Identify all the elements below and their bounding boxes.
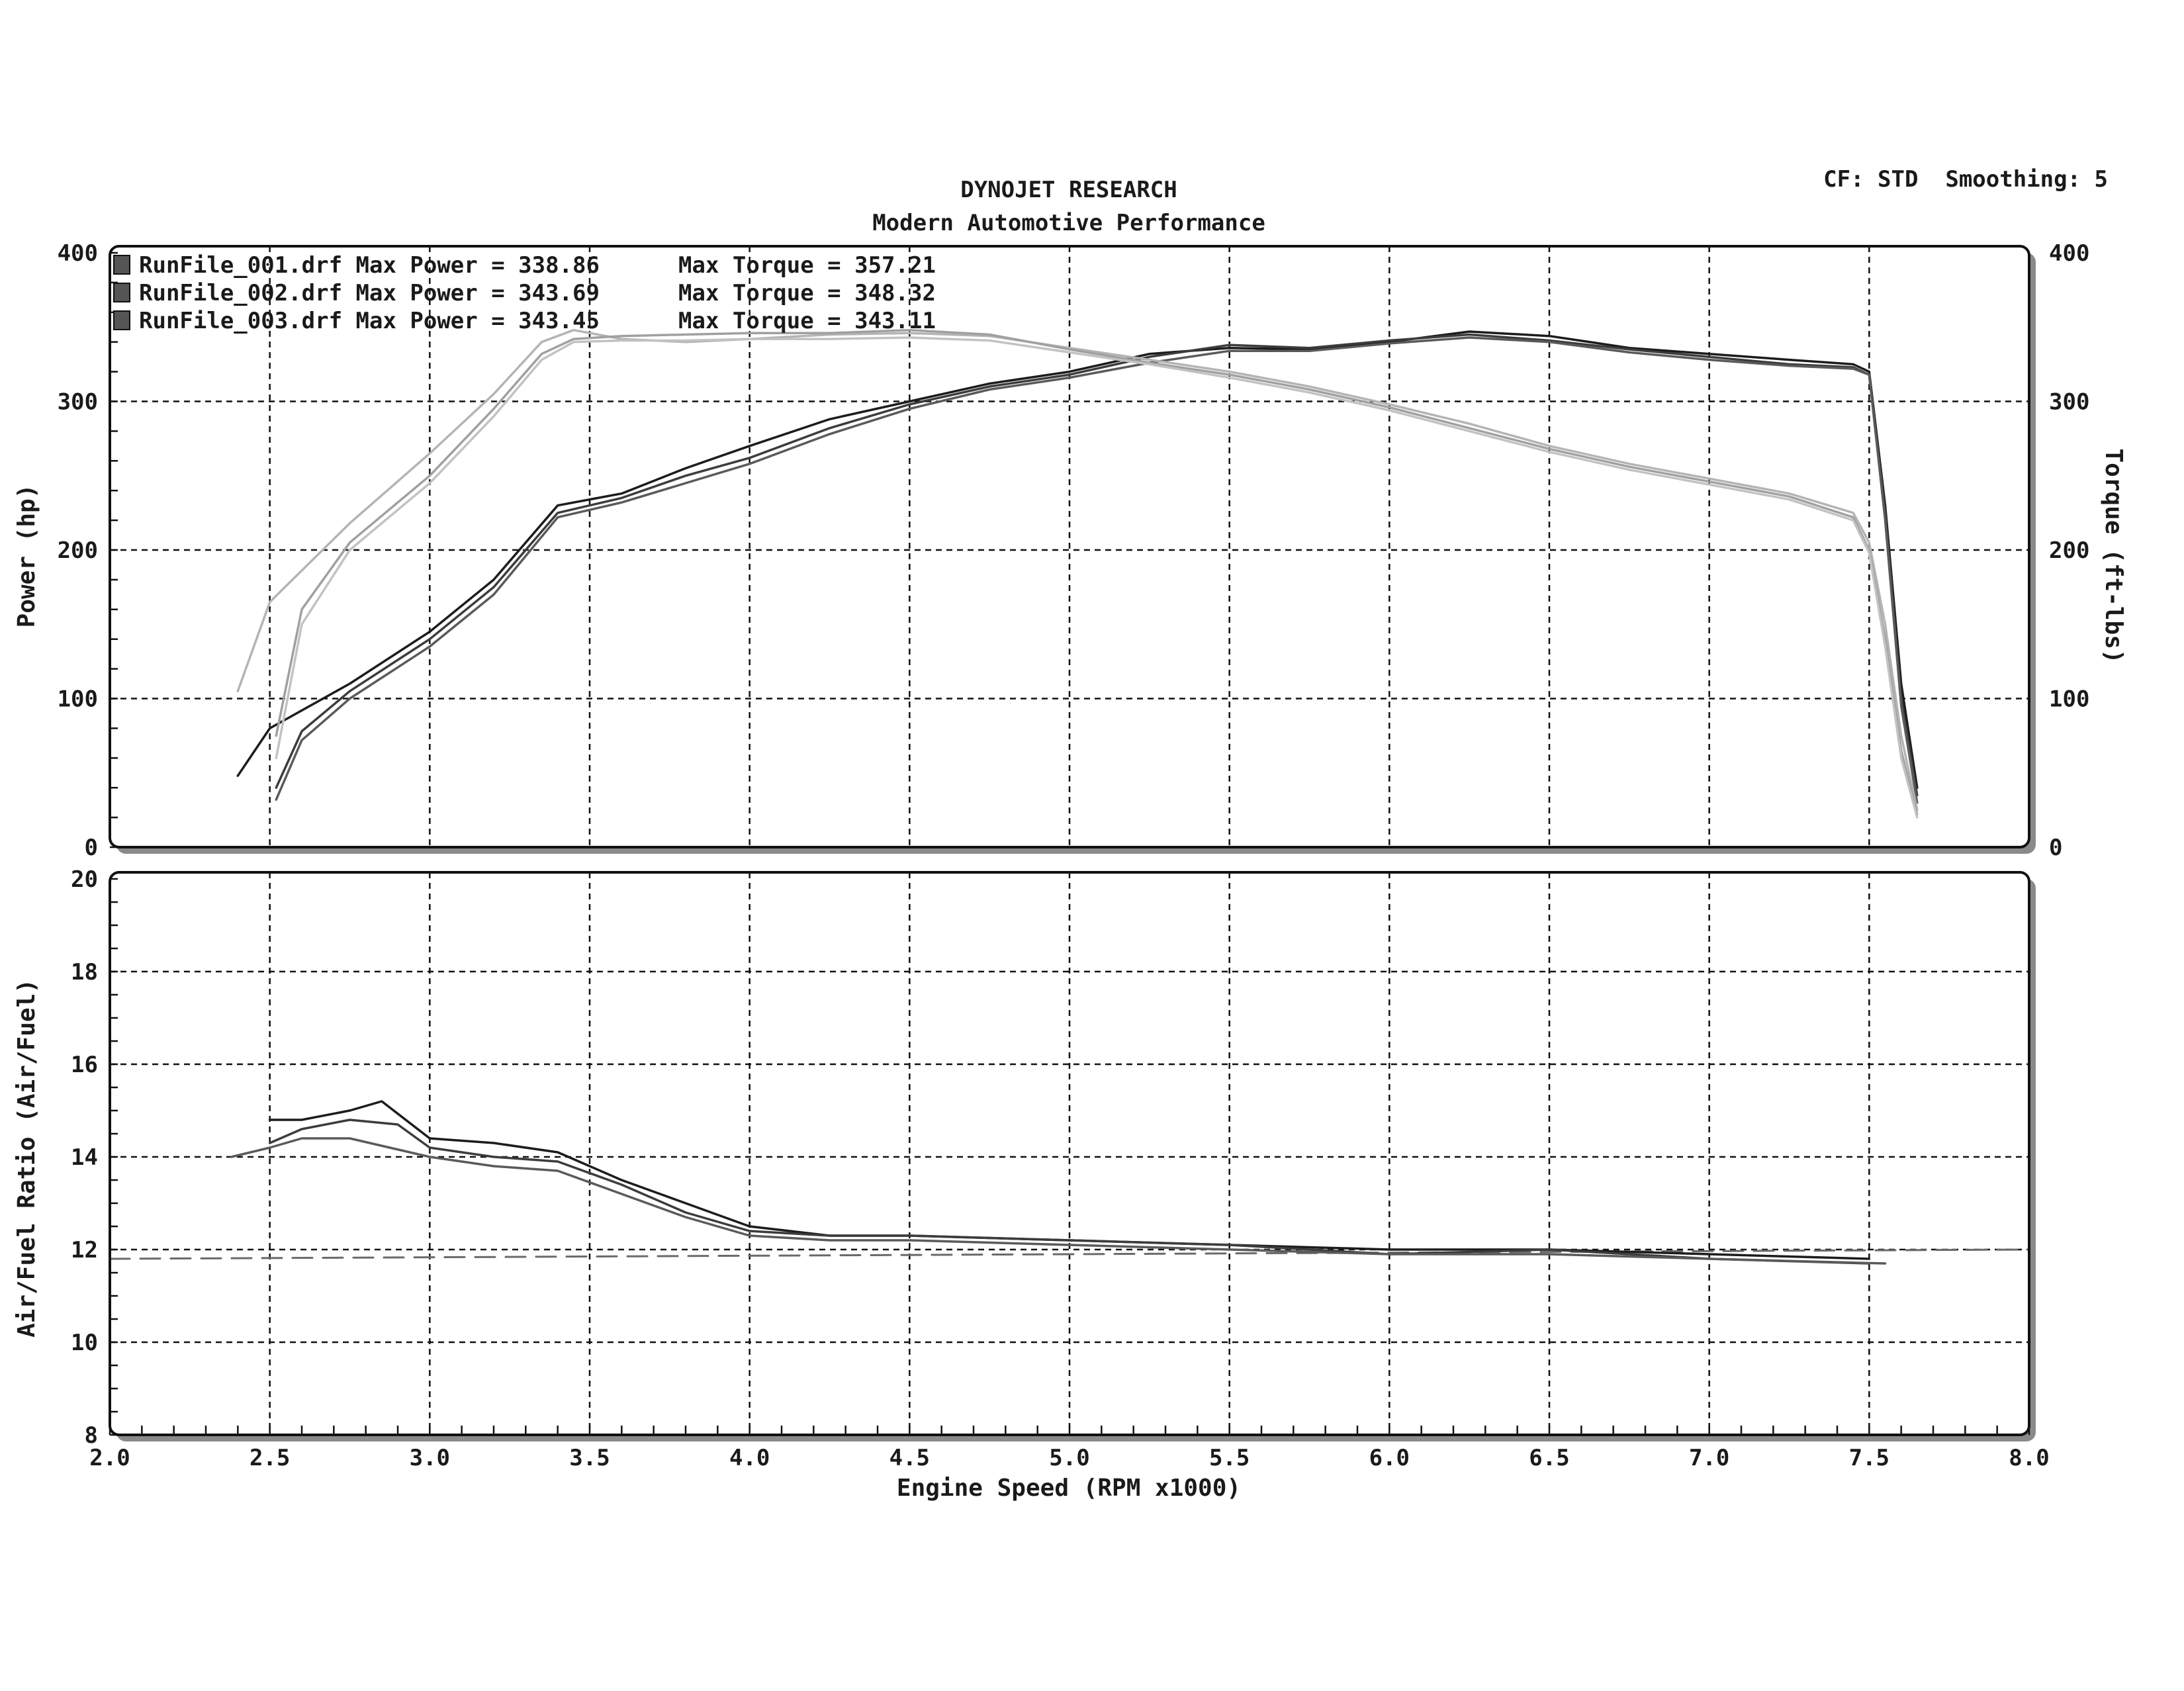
x-tick-label: 7.5 — [1849, 1445, 1889, 1471]
legend-label: RunFile_003.drf Max Power = 343.45 — [139, 308, 600, 334]
x-tick-label: 8.0 — [2009, 1445, 2049, 1471]
x-tick-label: 5.5 — [1209, 1445, 1250, 1471]
legend-swatch — [113, 310, 130, 330]
torque-tick-label: 400 — [2049, 240, 2089, 267]
legend-torque: Max Torque = 343.11 — [678, 308, 936, 334]
power-axis-label: Power (hp) — [13, 484, 40, 628]
legend-torque: Max Torque = 357.21 — [678, 252, 936, 279]
tick-labels: 2.0 2.5 3.0 3.5 4.0 4.5 5.0 5.5 6.0 6.5 7.0 7.5 8.0 0… — [58, 240, 2090, 1471]
torque-tick-label: 100 — [2049, 686, 2089, 713]
afr-line-runfile-001-drf — [268, 1100, 1871, 1260]
afr-tick-label: 8 — [85, 1422, 98, 1449]
power-line-runfile-001-drf — [236, 330, 1919, 789]
power-tick-label: 400 — [58, 240, 98, 267]
legend-swatch — [113, 283, 130, 302]
x-tick-label: 3.5 — [569, 1445, 610, 1471]
power-line-runfile-002-drf — [275, 333, 1919, 797]
x-tick-label: 2.5 — [250, 1445, 290, 1471]
x-tick-label: 3.0 — [410, 1445, 450, 1471]
power-tick-label: 200 — [58, 537, 98, 564]
power-tick-label: 300 — [58, 389, 98, 416]
power-tick-label: 0 — [85, 835, 98, 861]
x-tick-label: 6.5 — [1529, 1445, 1569, 1471]
chart-title: DYNOJET RESEARCH — [960, 177, 1177, 203]
legend-label: RunFile_002.drf Max Power = 343.69 — [139, 280, 600, 306]
afr-axis-label: Air/Fuel Ratio (Air/Fuel) — [13, 979, 40, 1338]
legend: RunFile_001.drf Max Power = 338.86 Max T… — [113, 252, 936, 334]
afr-tick-label: 10 — [71, 1330, 98, 1356]
torque-line-runfile-001-drf — [236, 328, 1919, 811]
power-panel-frame — [109, 245, 2030, 848]
x-tick-label: 7.0 — [1689, 1445, 1729, 1471]
torque-line-runfile-002-drf — [275, 328, 1919, 816]
legend-label: RunFile_001.drf Max Power = 338.86 — [139, 252, 600, 279]
torque-tick-label: 0 — [2049, 835, 2062, 861]
torque-line-runfile-003-drf — [275, 336, 1919, 819]
target-layer — [109, 1248, 2030, 1260]
afr-tick-label: 20 — [71, 866, 98, 893]
x-tick-label: 2.0 — [89, 1445, 130, 1471]
afr-tick-label: 12 — [71, 1237, 98, 1263]
afr-tick-label: 14 — [71, 1144, 98, 1171]
afr-tick-label: 16 — [71, 1052, 98, 1078]
torque-tick-label: 200 — [2049, 537, 2089, 564]
afr-tick-label: 18 — [71, 959, 98, 985]
chart-subtitle: Modern Automotive Performance — [872, 210, 1265, 236]
torque-tick-label: 300 — [2049, 389, 2089, 416]
afr-target-line — [109, 1248, 2030, 1260]
x-axis-label: Engine Speed (RPM x1000) — [897, 1475, 1241, 1502]
minor-ticks — [109, 251, 2030, 1436]
power-tick-label: 100 — [58, 686, 98, 713]
x-tick-label: 4.5 — [889, 1445, 930, 1471]
x-tick-label: 5.0 — [1049, 1445, 1089, 1471]
settings-text: CF: STD Smoothing: 5 — [1823, 166, 2108, 193]
legend-torque: Max Torque = 348.32 — [678, 280, 936, 306]
afr-line-runfile-003-drf — [230, 1137, 1887, 1265]
grid-layer — [110, 246, 2029, 1435]
x-tick-label: 4.0 — [729, 1445, 770, 1471]
torque-axis-label: Torque (ft-lbs) — [2100, 448, 2127, 663]
legend-swatch — [113, 255, 130, 275]
x-tick-label: 6.0 — [1369, 1445, 1410, 1471]
series-layer — [230, 328, 1919, 1265]
